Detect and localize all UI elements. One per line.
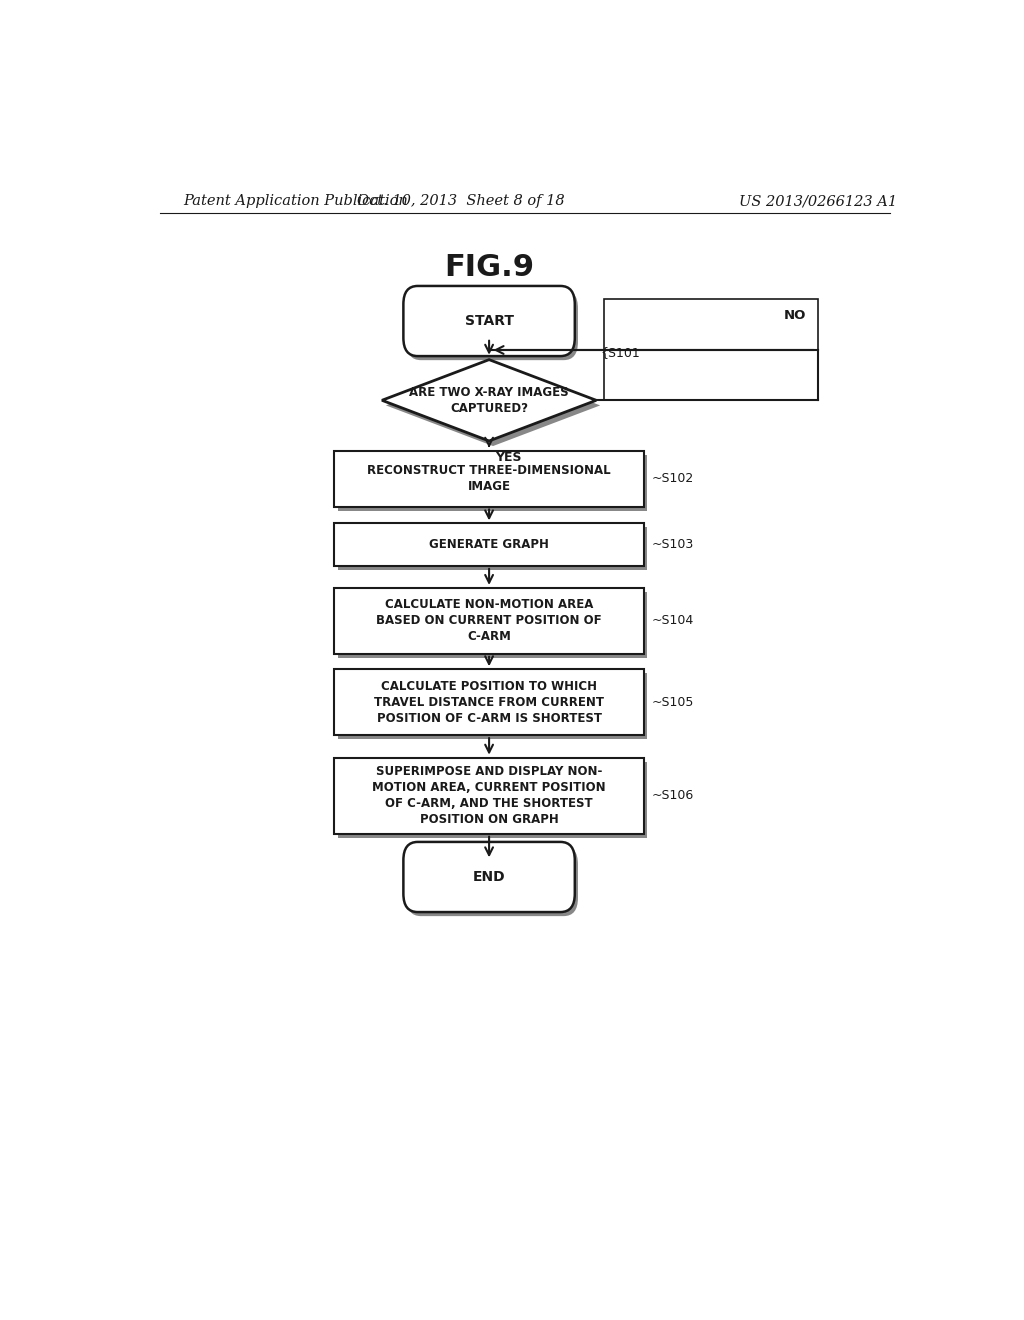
Text: Oct. 10, 2013  Sheet 8 of 18: Oct. 10, 2013 Sheet 8 of 18: [357, 194, 565, 209]
Text: Patent Application Publication: Patent Application Publication: [183, 194, 409, 209]
Text: NO: NO: [784, 309, 807, 322]
Bar: [338, 673, 647, 739]
Text: ~S106: ~S106: [652, 789, 694, 803]
Text: ~S104: ~S104: [652, 614, 694, 627]
Bar: [338, 454, 647, 511]
Text: ~S103: ~S103: [652, 539, 694, 552]
FancyBboxPatch shape: [403, 286, 574, 356]
Text: GENERATE GRAPH: GENERATE GRAPH: [429, 539, 549, 552]
FancyBboxPatch shape: [407, 846, 578, 916]
Text: FIG.9: FIG.9: [444, 252, 535, 281]
Bar: [338, 528, 647, 570]
Text: YES: YES: [496, 451, 522, 465]
Text: RECONSTRUCT THREE-DIMENSIONAL
IMAGE: RECONSTRUCT THREE-DIMENSIONAL IMAGE: [368, 465, 611, 494]
Text: US 2013/0266123 A1: US 2013/0266123 A1: [739, 194, 897, 209]
Polygon shape: [382, 359, 596, 441]
Text: ~S102: ~S102: [652, 473, 694, 484]
Bar: [604, 300, 818, 400]
Bar: [338, 762, 647, 838]
Bar: [334, 758, 644, 834]
Bar: [334, 669, 644, 735]
Bar: [334, 450, 644, 507]
Text: END: END: [473, 870, 506, 884]
Text: START: START: [465, 314, 514, 329]
Text: ~S105: ~S105: [652, 696, 694, 709]
Bar: [334, 523, 644, 566]
Text: CALCULATE NON-MOTION AREA
BASED ON CURRENT POSITION OF
C-ARM: CALCULATE NON-MOTION AREA BASED ON CURRE…: [376, 598, 602, 643]
Bar: [334, 587, 644, 653]
Text: SUPERIMPOSE AND DISPLAY NON-
MOTION AREA, CURRENT POSITION
OF C-ARM, AND THE SHO: SUPERIMPOSE AND DISPLAY NON- MOTION AREA…: [373, 766, 606, 826]
Text: CALCULATE POSITION TO WHICH
TRAVEL DISTANCE FROM CURRENT
POSITION OF C-ARM IS SH: CALCULATE POSITION TO WHICH TRAVEL DISTA…: [374, 680, 604, 725]
Text: {S101: {S101: [600, 346, 640, 359]
FancyBboxPatch shape: [403, 842, 574, 912]
Text: ARE TWO X-RAY IMAGES
CAPTURED?: ARE TWO X-RAY IMAGES CAPTURED?: [410, 385, 569, 414]
Bar: [338, 591, 647, 657]
Polygon shape: [386, 364, 600, 446]
FancyBboxPatch shape: [407, 290, 578, 360]
